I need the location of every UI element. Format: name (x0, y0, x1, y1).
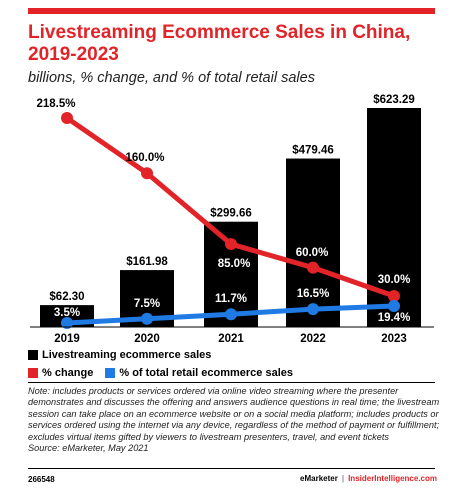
change-label-2023: 30.0% (378, 274, 411, 286)
change-label-2019: 218.5% (36, 98, 75, 110)
share-label-2021: 11.7% (215, 293, 247, 305)
brand-separator: | (341, 474, 345, 483)
x-tick-2020: 2020 (134, 333, 160, 345)
x-tick-2023: 2023 (381, 333, 407, 345)
brand-emarketer: eMarketer (300, 474, 338, 483)
change-point-2022 (307, 261, 319, 274)
share-point-2022 (307, 303, 319, 316)
x-tick-2019: 2019 (54, 333, 80, 345)
share-series: 3.5% 7.5% 11.7% 16.5% 19.4% (54, 288, 410, 329)
legend-label-change: % change (42, 367, 94, 379)
chart-subtitle: billions, % change, and % of total retai… (28, 70, 315, 86)
share-point-2021 (225, 308, 237, 321)
legend-label-share: % of total retail ecommerce sales (119, 367, 293, 379)
share-label-2020: 7.5% (134, 298, 160, 310)
share-label-2019: 3.5% (54, 307, 80, 319)
top-accent-bar (28, 8, 435, 14)
bar-label-2019: $62.30 (49, 291, 84, 303)
share-point-2020 (141, 312, 153, 325)
share-label-2023: 19.4% (378, 312, 411, 324)
footer-divider (28, 468, 435, 469)
change-label-2021: 85.0% (218, 258, 251, 270)
legend-swatch-share (105, 368, 116, 378)
bar-label-2021: $299.66 (210, 208, 252, 220)
bar-label-2022: $479.46 (292, 145, 334, 157)
legend-label-sales: Livestreaming ecommerce sales (42, 349, 212, 361)
footer-brand: eMarketer | InsiderIntelligence.com (300, 474, 437, 483)
chart-plot: $62.30 $161.98 $299.66 $479.46 $623.29 218.5… (30, 94, 434, 345)
legend-row-2: % change % of total retail ecommerce sal… (28, 367, 305, 379)
legend-swatch-change (28, 368, 38, 378)
change-series: 218.5% 160.0% 85.0% 60.0% 30.0% (36, 98, 410, 302)
share-point-2019 (61, 317, 73, 329)
x-tick-2021: 2021 (218, 333, 244, 345)
share-point-2023 (388, 300, 400, 312)
x-tick-2022: 2022 (300, 333, 326, 345)
chart-title: Livestreaming Ecommerce Sales in China, … (28, 22, 411, 65)
brand-insider-intelligence: InsiderIntelligence.com (348, 474, 437, 483)
change-point-2019 (61, 112, 73, 124)
bar-2022 (286, 158, 340, 327)
bar-label-2023: $623.29 (373, 94, 415, 106)
note-text: Note: includes products or services orde… (28, 386, 440, 442)
change-point-2021 (225, 238, 237, 251)
source-text: Source: eMarketer, May 2021 (28, 443, 149, 454)
chart-id: 266548 (28, 475, 55, 484)
change-label-2022: 60.0% (296, 247, 329, 259)
share-label-2022: 16.5% (297, 288, 330, 300)
x-axis: 2019 2020 2021 2022 2023 (30, 326, 434, 345)
change-point-2020 (141, 167, 153, 180)
bar-label-2020: $161.98 (126, 256, 168, 268)
change-label-2020: 160.0% (125, 152, 164, 164)
legend-row-1: Livestreaming ecommerce sales (28, 349, 223, 361)
legend-swatch-sales (28, 350, 38, 360)
change-point-2023 (388, 290, 400, 302)
note-divider (28, 382, 435, 383)
chart-note: Note: includes products or services orde… (28, 386, 443, 454)
